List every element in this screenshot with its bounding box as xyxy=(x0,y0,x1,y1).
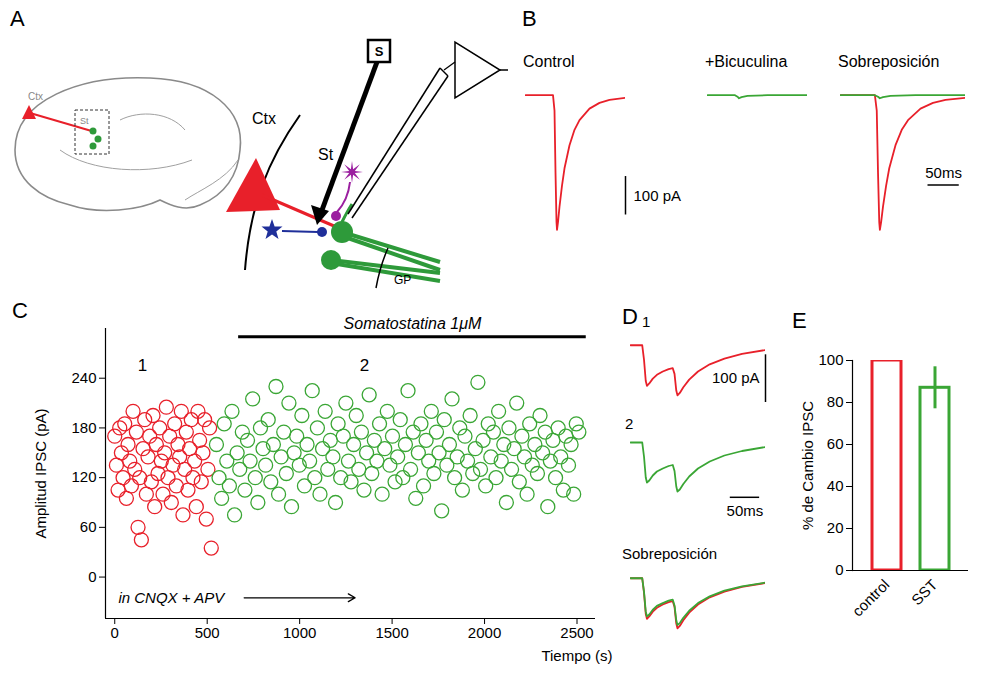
svg-text:240: 240 xyxy=(71,369,96,386)
svg-text:SST: SST xyxy=(908,576,941,609)
svg-text:St: St xyxy=(318,146,334,163)
svg-text:50ms: 50ms xyxy=(925,164,962,181)
svg-text:2: 2 xyxy=(360,356,369,375)
html-text:Sobreposición: Sobreposición xyxy=(622,545,718,562)
svg-text:180: 180 xyxy=(71,419,96,436)
html-text:Control: Control xyxy=(523,53,575,70)
html-text:B: B xyxy=(522,6,537,31)
svg-text:GP: GP xyxy=(394,273,411,287)
html-text:+Bicuculina: +Bicuculina xyxy=(705,53,788,70)
svg-text:0: 0 xyxy=(111,624,119,641)
svg-text:500: 500 xyxy=(195,624,220,641)
html-text:D 1: D 1 xyxy=(622,304,651,330)
svg-text:2000: 2000 xyxy=(468,624,501,641)
svg-text:Ctx: Ctx xyxy=(252,110,276,127)
svg-text:Somatostatina 1μM: Somatostatina 1μM xyxy=(344,315,482,332)
svg-text:1: 1 xyxy=(138,356,147,375)
html-text:E: E xyxy=(792,308,807,333)
svg-text:S: S xyxy=(375,44,384,59)
svg-text:Amplitud IPSC (pA): Amplitud IPSC (pA) xyxy=(32,408,49,538)
svg-text:100: 100 xyxy=(818,351,843,368)
svg-text:Tiempo (s): Tiempo (s) xyxy=(541,647,612,664)
svg-text:Ctx: Ctx xyxy=(28,91,43,102)
svg-text:50ms: 50ms xyxy=(727,502,764,519)
svg-text:100 pA: 100 pA xyxy=(634,187,682,204)
html-text:C: C xyxy=(12,298,28,323)
svg-text:0: 0 xyxy=(835,561,843,578)
svg-text:in CNQX + APV: in CNQX + APV xyxy=(118,589,226,606)
html-text:Sobreposición: Sobreposición xyxy=(838,53,940,70)
svg-text:40: 40 xyxy=(827,477,844,494)
svg-text:60: 60 xyxy=(827,435,844,452)
svg-text:control: control xyxy=(849,576,893,620)
svg-text:20: 20 xyxy=(827,519,844,536)
svg-text:0: 0 xyxy=(88,568,96,585)
svg-text:100 pA: 100 pA xyxy=(712,369,760,386)
svg-text:120: 120 xyxy=(71,468,96,485)
svg-text:80: 80 xyxy=(827,393,844,410)
svg-text:St: St xyxy=(80,116,89,126)
svg-text:2500: 2500 xyxy=(560,624,593,641)
html-text:A: A xyxy=(10,6,25,31)
svg-text:1500: 1500 xyxy=(375,624,408,641)
svg-text:1000: 1000 xyxy=(283,624,316,641)
html-text:2: 2 xyxy=(625,415,634,432)
svg-text:60: 60 xyxy=(80,518,97,535)
svg-text:% de Cambio IPSC: % de Cambio IPSC xyxy=(799,401,816,530)
